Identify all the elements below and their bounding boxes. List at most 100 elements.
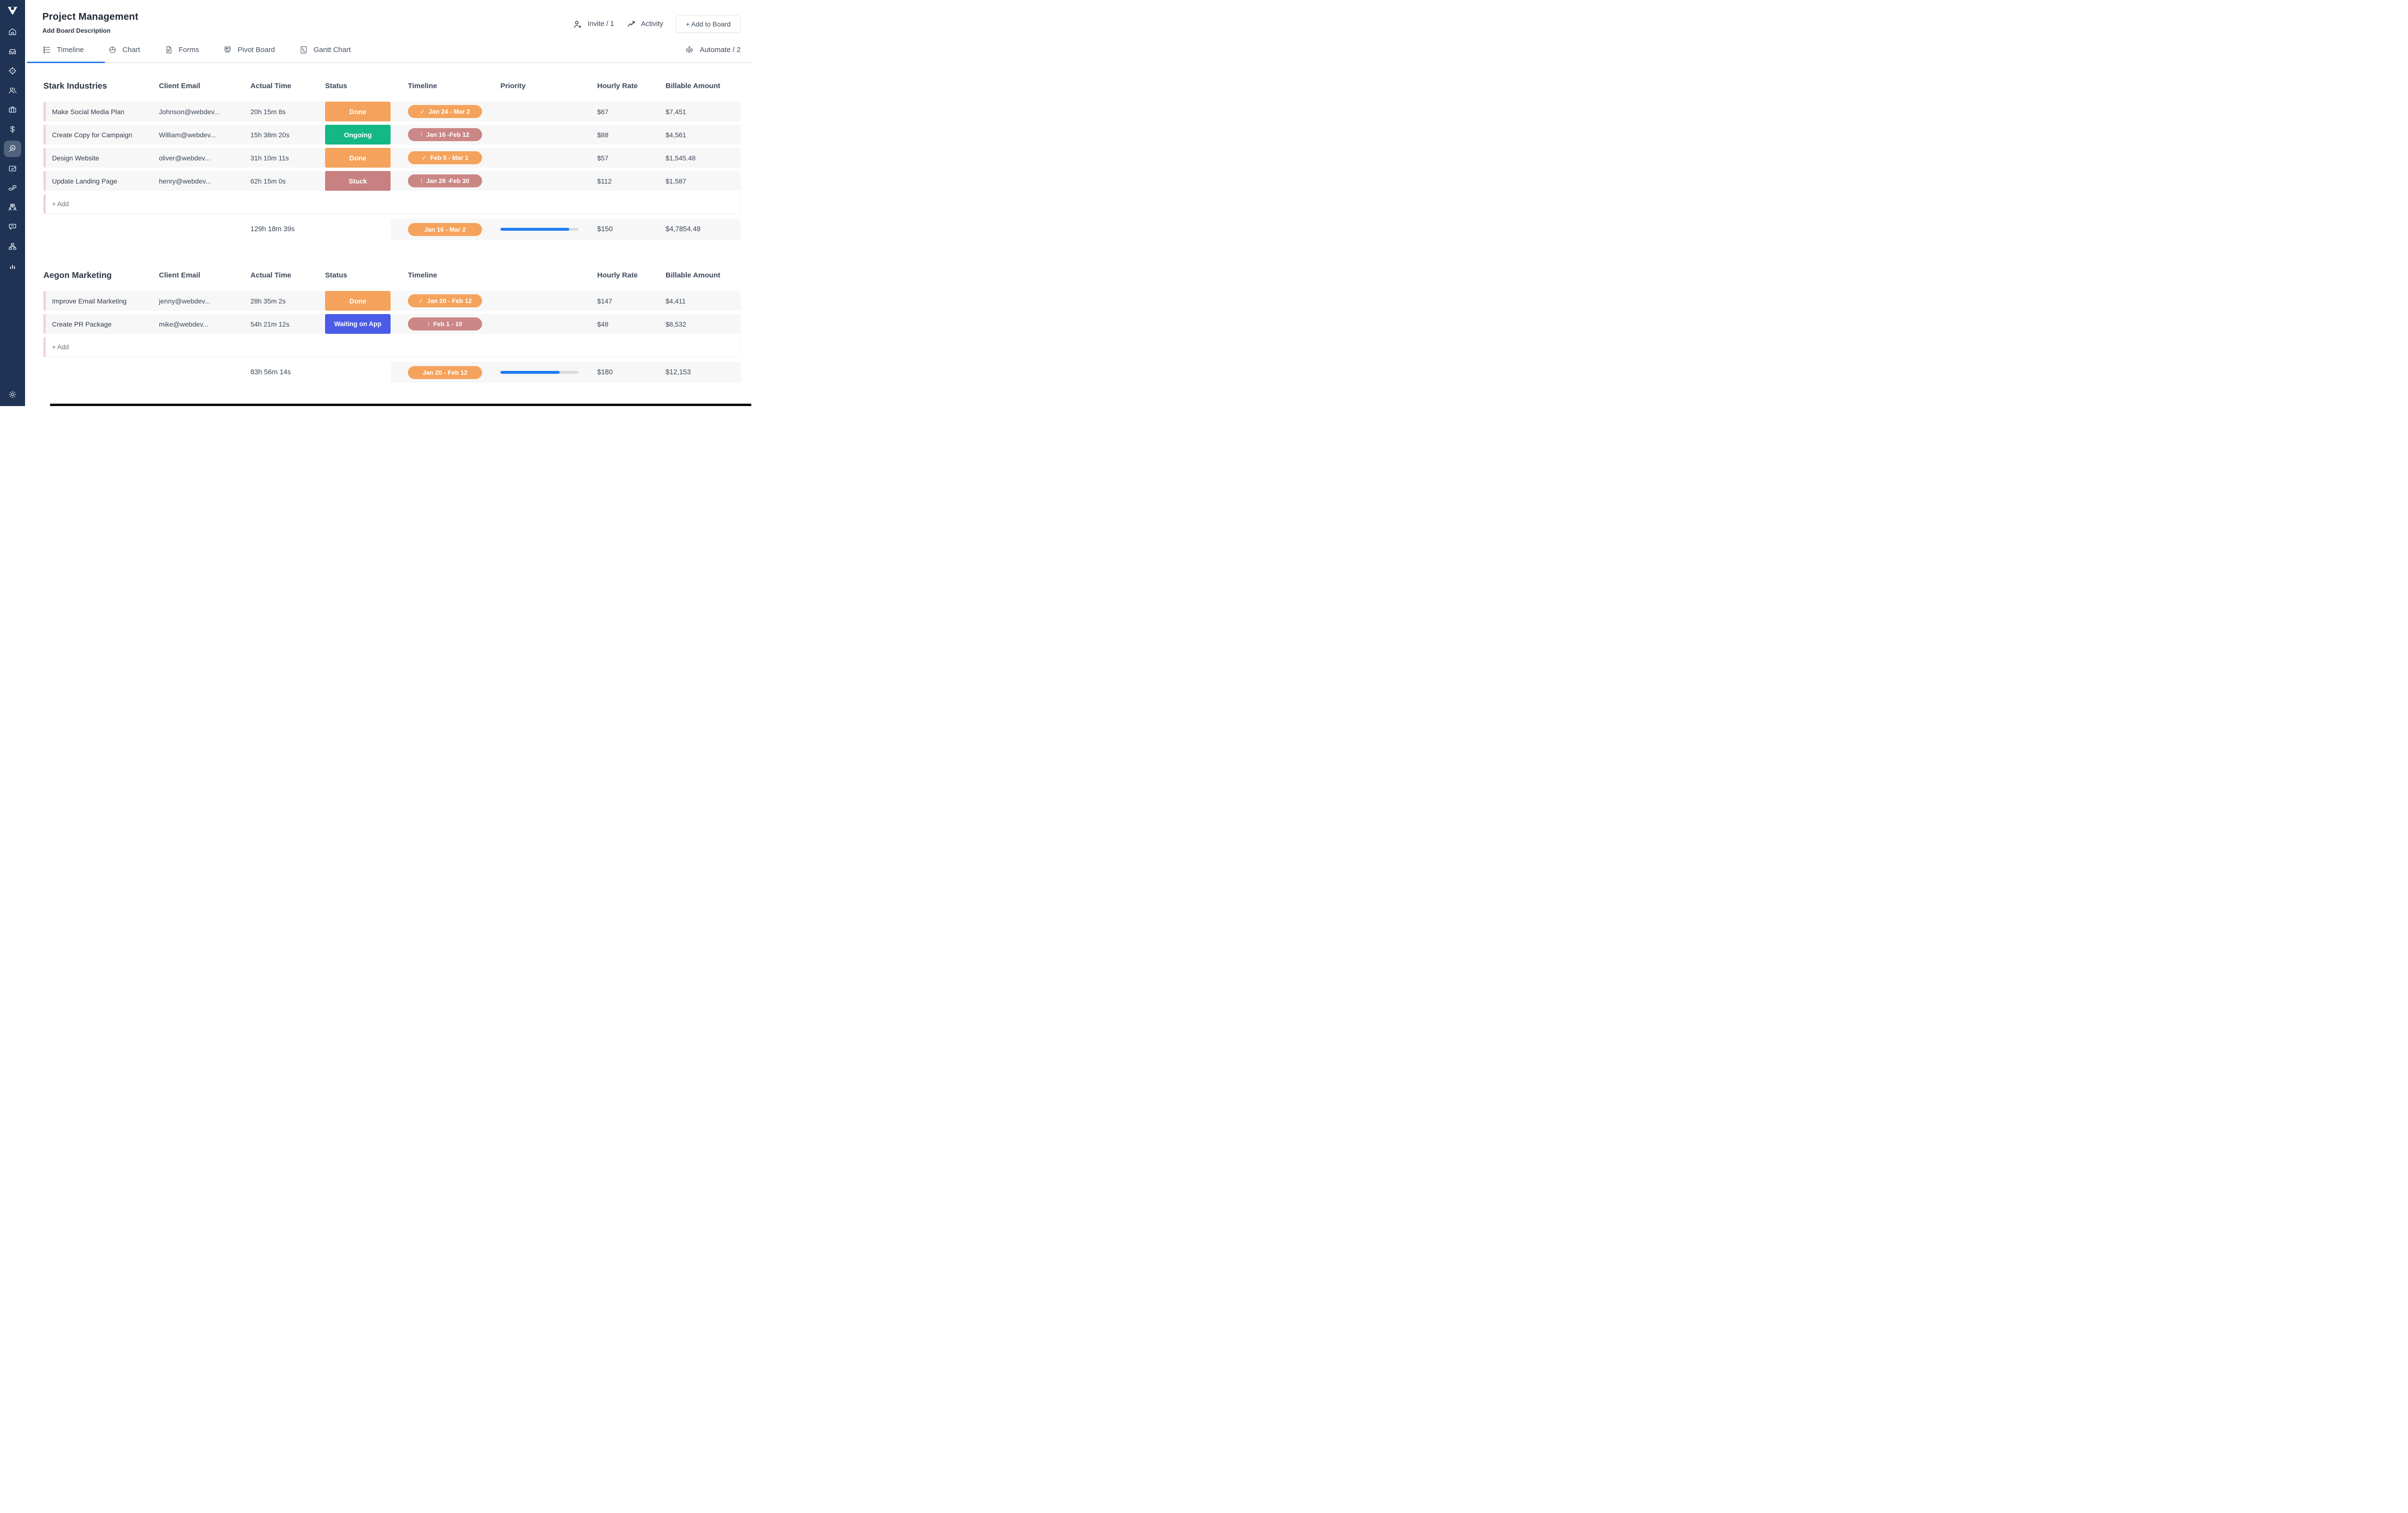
tab-forms[interactable]: Forms [164, 45, 199, 54]
group-title: Aegon Marketing [43, 270, 112, 280]
status-chip[interactable]: Waiting on App [325, 314, 391, 334]
sidebar-item-workflow[interactable] [4, 183, 21, 193]
timeline-pill[interactable]: ✓ Jan 20 - Feb 12 [408, 294, 482, 307]
hourly-rate-cell[interactable]: $67 [597, 107, 609, 116]
board-description[interactable]: Add Board Description [42, 27, 111, 34]
add-to-board-button[interactable]: + Add to Board [675, 15, 741, 33]
invite-button[interactable]: Invite / 1 [573, 19, 614, 29]
task-name-cell[interactable]: Design Website [52, 154, 99, 162]
task-name-cell[interactable]: Make Social Media Plan [52, 107, 125, 116]
timeline-range: Feb 1 - 10 [433, 320, 462, 328]
hourly-rate-cell[interactable]: $147 [597, 297, 613, 305]
col-timeline: Timeline [408, 81, 437, 90]
sidebar-item-meetings[interactable] [4, 203, 21, 212]
task-name-cell[interactable]: Improve Email Marketing [52, 297, 127, 305]
sidebar-item-reports[interactable] [4, 261, 21, 271]
tab-label: Gantt Chart [313, 46, 351, 54]
sidebar-item-comments[interactable] [4, 222, 21, 232]
task-name-cell[interactable]: Update Landing Page [52, 177, 118, 185]
sidebar-item-target[interactable] [4, 66, 21, 76]
add-item-row[interactable]: + Add [43, 194, 741, 214]
hourly-rate-cell[interactable]: $57 [597, 154, 609, 162]
timeline-pill[interactable]: ✓ Jan 24 - Mar 2 [408, 105, 482, 118]
gantt-icon [301, 46, 307, 53]
pivot-board-icon [224, 46, 231, 53]
status-chip[interactable]: Done [325, 102, 391, 121]
sidebar-item-billing[interactable] [4, 125, 21, 134]
sidebar-item-inbox[interactable] [4, 47, 21, 56]
sidebar-item-settings[interactable] [4, 390, 21, 399]
timeline-range: Jan 16 -Feb 12 [426, 131, 470, 138]
timeline-pill[interactable]: ! Jan 16 -Feb 12 [408, 128, 482, 141]
billable-amount-cell[interactable]: $8,532 [666, 320, 686, 328]
timeline-pill[interactable]: ! Jan 28 -Feb 30 [408, 174, 482, 187]
billable-amount-cell[interactable]: $4,561 [666, 131, 686, 139]
app-logo-icon[interactable] [5, 4, 20, 18]
timeline-range: Jan 20 - Feb 12 [427, 297, 472, 304]
sidebar-item-tasks[interactable] [4, 164, 21, 173]
checkbox-icon [9, 165, 16, 171]
users-icon [9, 87, 17, 93]
table-row: Create PR Package mike@webdev... 54h 21m… [43, 314, 741, 334]
billable-amount-cell[interactable]: $7,451 [666, 107, 686, 116]
hourly-rate-cell[interactable]: $112 [597, 177, 612, 185]
actual-time-cell[interactable]: 20h 15m 8s [250, 107, 286, 116]
summary-priority-bar [500, 228, 578, 231]
add-item-label[interactable]: + Add [52, 200, 69, 208]
tab-timeline[interactable]: Timeline [42, 45, 84, 54]
timeline-pill[interactable]: ! Feb 1 - 10 [408, 317, 482, 330]
client-email-cell[interactable]: Johnson@webdev... [159, 107, 220, 116]
sidebar-item-insights[interactable] [4, 141, 21, 157]
status-chip[interactable]: Done [325, 148, 391, 168]
timeline-range: Feb 5 - Mar 1 [430, 154, 469, 161]
page-title: Project Management [42, 12, 139, 22]
billable-amount-cell[interactable]: $1,545.48 [666, 154, 696, 162]
hourly-rate-cell[interactable]: $88 [597, 131, 609, 139]
status-chip[interactable]: Stuck [325, 171, 391, 191]
col-hourly-rate: Hourly Rate [597, 271, 638, 279]
summary-billable-amount: $4,7854.48 [666, 219, 741, 240]
add-item-row[interactable]: + Add [43, 337, 741, 357]
automate-label: Automate / 2 [699, 46, 741, 54]
timeline-pill[interactable]: ✓ Feb 5 - Mar 1 [408, 151, 482, 164]
table-row: Update Landing Page henry@webdev... 62h … [43, 171, 741, 191]
invite-label: Invite / 1 [588, 20, 615, 28]
task-name-cell[interactable]: Create Copy for Campaign [52, 131, 132, 139]
sidebar-item-team[interactable] [4, 86, 21, 95]
actual-time-cell[interactable]: 62h 15m 0s [250, 177, 286, 185]
tab-chart[interactable]: Chart [108, 45, 140, 54]
col-billable-amount: Billable Amount [666, 271, 720, 279]
billable-amount-cell[interactable]: $1,587 [666, 177, 686, 185]
hourly-rate-cell[interactable]: $48 [597, 320, 609, 328]
sidebar-item-portfolio[interactable] [4, 105, 21, 115]
tab-pivot-board[interactable]: Pivot Board [223, 45, 275, 54]
status-chip[interactable]: Ongoing [325, 125, 391, 145]
task-name-cell[interactable]: Create PR Package [52, 320, 112, 328]
col-client-email: Client Email [159, 81, 200, 90]
search-chart-icon [9, 145, 16, 152]
actual-time-cell[interactable]: 28h 35m 2s [250, 297, 286, 305]
client-email-cell[interactable]: mike@webdev... [159, 320, 209, 328]
actual-time-cell[interactable]: 54h 21m 12s [250, 320, 289, 328]
board-content: Stark Industries Client Email Actual Tim… [25, 63, 751, 406]
client-email-cell[interactable]: William@webdev... [159, 131, 216, 139]
add-item-label[interactable]: + Add [52, 343, 69, 351]
client-email-cell[interactable]: henry@webdev... [159, 177, 211, 185]
automate-button[interactable]: Automate / 2 [684, 45, 741, 55]
status-chip[interactable]: Done [325, 291, 391, 311]
sidebar-nav [0, 0, 25, 406]
sidebar-item-home[interactable] [4, 27, 21, 37]
billable-amount-cell[interactable]: $4,411 [666, 297, 686, 305]
tab-gantt-chart[interactable]: Gantt Chart [299, 45, 351, 54]
activity-button[interactable]: Activity [627, 19, 663, 29]
client-email-cell[interactable]: oliver@webdev... [159, 154, 210, 162]
actual-time-cell[interactable]: 15h 38m 20s [250, 131, 289, 139]
exclaim-icon: ! [420, 131, 422, 138]
actual-time-cell[interactable]: 31h 10m 11s [250, 154, 289, 162]
tab-label: Forms [178, 46, 199, 54]
summary-hourly-rate: $180 [597, 362, 666, 383]
tab-label: Timeline [57, 46, 84, 54]
sidebar-item-hierarchy[interactable] [4, 242, 21, 251]
group-aegon-marketing: Aegon Marketing Client Email Actual Time… [43, 265, 741, 383]
client-email-cell[interactable]: jenny@webdev... [159, 297, 210, 305]
